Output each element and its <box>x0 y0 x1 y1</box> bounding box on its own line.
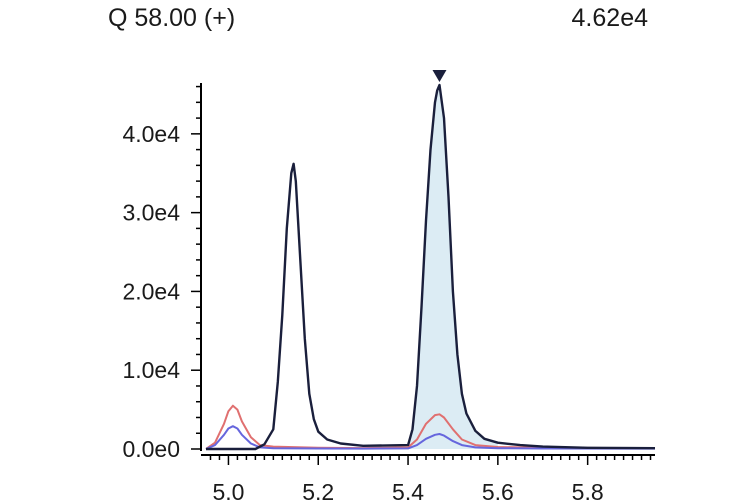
peak-marker-icon <box>432 70 447 82</box>
channel-label: Q 58.00 (+) <box>108 4 236 32</box>
y-tick-label: 4.0e4 <box>122 121 180 147</box>
marker-group <box>432 70 447 82</box>
shaded-peak-group <box>408 85 498 449</box>
x-tick-label: 5.8 <box>572 479 604 504</box>
y-tick-label: 1.0e4 <box>122 357 180 383</box>
y-tick-label: 0.0e0 <box>122 436 180 462</box>
series-group <box>205 83 656 451</box>
x-tick-label: 5.2 <box>302 479 334 504</box>
x-tick-label: 5.0 <box>212 479 244 504</box>
series-line-2 <box>205 425 656 450</box>
y-tick-label: 2.0e4 <box>122 278 180 304</box>
max-intensity-label: 4.62e4 <box>571 4 648 32</box>
y-tick-label: 3.0e4 <box>122 200 180 226</box>
x-tick-label: 5.6 <box>482 479 514 504</box>
shaded-peak-area <box>408 85 498 449</box>
series-line-0 <box>206 83 656 451</box>
x-tick-label: 5.4 <box>392 479 424 504</box>
axes-group: 0.0e0 1.0e4 2.0e4 3.0e4 4.0e4 5.0 5.2 5.4 5.6 5.8 <box>122 83 655 504</box>
